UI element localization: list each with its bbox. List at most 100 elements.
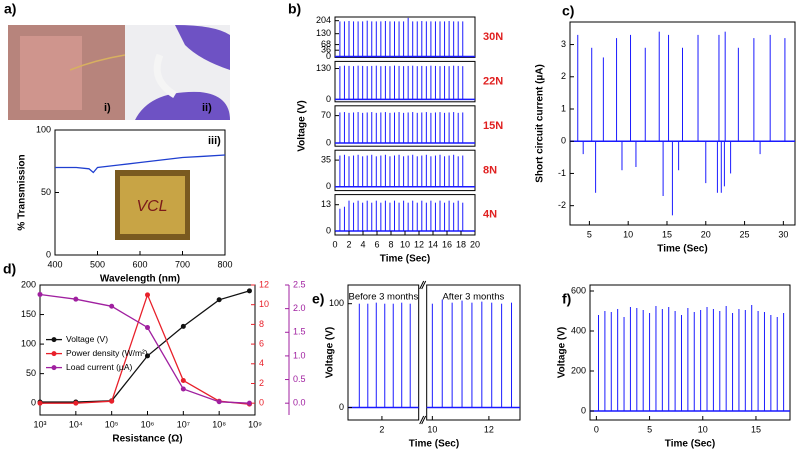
y-axis-title: % Transmission	[17, 154, 28, 230]
x-tick-label: 20	[470, 239, 480, 249]
y-tick-label: 70	[321, 110, 331, 120]
x-tick-label: 18	[456, 239, 466, 249]
x-tick-label: 10	[400, 239, 410, 249]
y-tick-label: 2.5	[293, 279, 306, 289]
point	[246, 288, 252, 294]
y-tick-label: 13	[321, 199, 331, 209]
x-tick-label: 10⁶	[141, 419, 155, 429]
x-tick-label: 10⁴	[69, 419, 83, 429]
x-tick-label: 10	[427, 424, 437, 434]
y-axis-title: Short circuit current (µA)	[535, 64, 546, 183]
y-tick-label: 68	[321, 39, 331, 49]
x-tick-label: 16	[442, 239, 452, 249]
series-line	[40, 290, 250, 403]
x-tick-label: 5	[587, 229, 592, 239]
x-tick-label: 800	[217, 259, 232, 269]
y-axis-title: Voltage (V)	[557, 327, 568, 378]
plot-frame	[589, 284, 791, 421]
x-tick-label: 400	[47, 259, 62, 269]
y-tick-label: 0	[46, 249, 51, 259]
y-tick-label: 130	[316, 28, 331, 38]
point	[37, 291, 43, 297]
y-tick-label: 204	[316, 15, 331, 25]
y-tick-label: -1	[558, 168, 566, 178]
x-tick-label: 10	[623, 229, 633, 239]
point	[145, 325, 150, 331]
y-tick-label: 150	[21, 309, 36, 319]
axis-break	[421, 280, 427, 290]
x-tick-label: 14	[428, 239, 438, 249]
y-tick-label: 0.5	[293, 374, 306, 384]
x-tick-label: 10⁷	[177, 419, 190, 429]
x-tick-label: 700	[175, 259, 190, 269]
x-axis-title: Time (Sec)	[409, 439, 459, 450]
x-axis-title: Time (Sec)	[380, 254, 430, 265]
y-tick-label: 200	[21, 279, 36, 289]
y-tick-label: 0	[326, 181, 331, 191]
photo-bent	[125, 25, 230, 120]
panel-label: f)	[562, 291, 571, 307]
x-tick-label: 10⁵	[105, 419, 119, 429]
legend-marker	[51, 351, 57, 357]
y-tick-label: 0	[326, 225, 331, 235]
y-tick-label: 50	[26, 368, 36, 378]
x-tick-label: 12	[484, 424, 494, 434]
x-tick-label: 5	[647, 424, 652, 434]
y-tick-label: 1.5	[293, 327, 306, 337]
x-tick-label: 15	[751, 424, 761, 434]
segment-label: Before 3 months	[348, 292, 418, 303]
y-tick-label: 100	[329, 298, 344, 308]
y-axis-title: Voltage (V)	[297, 100, 308, 151]
photo-film	[8, 25, 126, 120]
series-label: 8N	[483, 164, 497, 176]
point	[216, 297, 222, 303]
y-tick-label: 0	[326, 137, 331, 147]
x-axis-title: Time (Sec)	[657, 244, 707, 255]
point	[180, 323, 186, 329]
plot-frame	[334, 60, 476, 103]
y-tick-label: 0	[561, 136, 566, 146]
x-tick-label: 10³	[33, 419, 46, 429]
legend-label: Load current (µA)	[66, 362, 132, 372]
x-axis-title: Resistance (Ω)	[112, 434, 182, 445]
inset-text: VCL	[136, 198, 167, 215]
photo-label: ii)	[202, 102, 212, 114]
point	[37, 400, 43, 406]
panel-label: a)	[4, 1, 16, 17]
axis-break	[419, 415, 425, 425]
legend-label: Power density (W/m²)	[66, 348, 148, 358]
y-tick-label: 2	[561, 71, 566, 81]
x-tick-label: 30	[778, 229, 788, 239]
x-tick-label: 12	[414, 239, 424, 249]
point	[180, 378, 186, 384]
y-tick-label: 400	[571, 325, 586, 335]
series-label: 30N	[483, 31, 503, 43]
point	[73, 400, 79, 406]
x-tick-label: 15	[662, 229, 672, 239]
y-tick-label: 10	[259, 299, 269, 309]
y-tick-label: 600	[571, 285, 586, 295]
point	[180, 386, 186, 392]
x-tick-label: 2	[379, 424, 384, 434]
point	[216, 399, 222, 405]
panel-label: c)	[562, 3, 574, 19]
series-line	[55, 154, 226, 174]
y-tick-label: 2	[259, 378, 264, 388]
legend-marker	[51, 365, 57, 371]
x-tick-label: 10⁹	[248, 419, 262, 429]
plot-frame	[334, 105, 476, 147]
x-axis-title: Time (Sec)	[665, 439, 715, 450]
plot-frame	[334, 16, 476, 58]
point	[109, 303, 115, 309]
x-tick-label: 0	[332, 239, 337, 249]
photo-label: iii)	[208, 135, 221, 147]
y-tick-label: 0	[326, 94, 331, 104]
x-axis-title: Wavelength (nm)	[100, 274, 180, 285]
point	[73, 296, 79, 302]
series-label: 4N	[483, 209, 497, 221]
point	[145, 292, 150, 298]
y-tick-label: 2.0	[293, 303, 306, 313]
y-tick-label: 6	[259, 338, 264, 348]
y-tick-label: 0	[259, 398, 264, 408]
